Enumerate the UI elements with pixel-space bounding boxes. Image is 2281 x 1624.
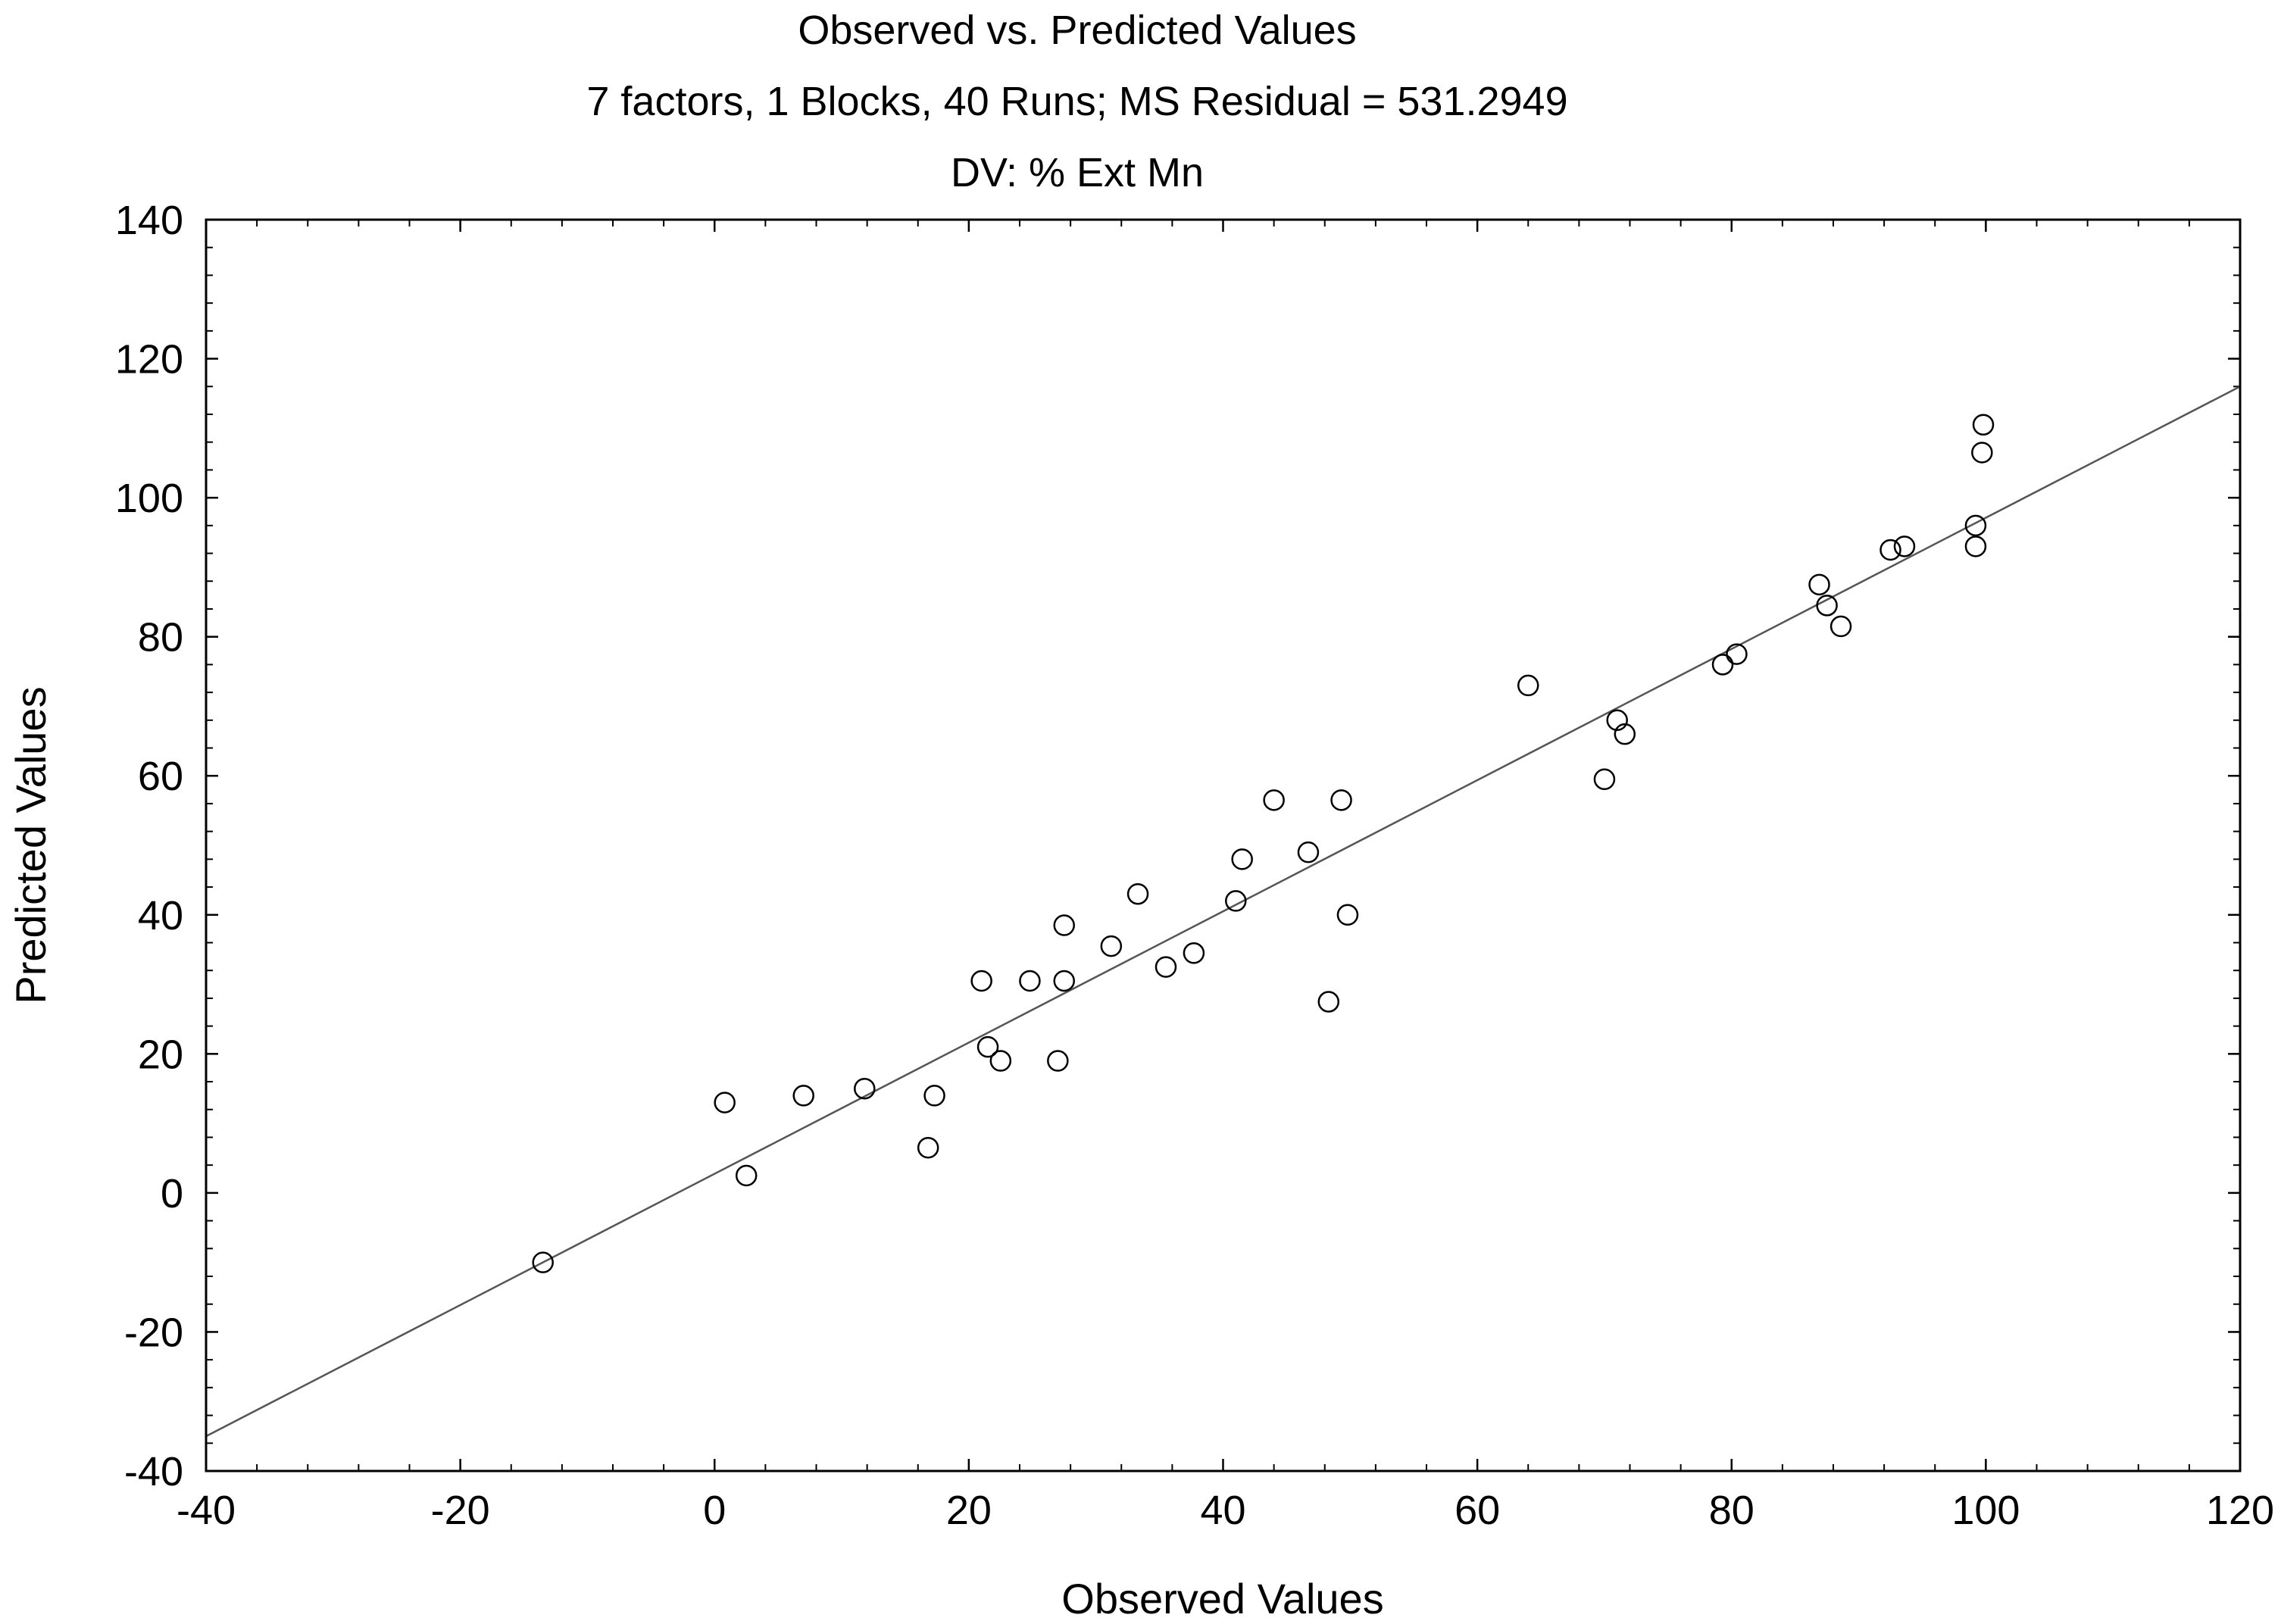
data-point	[1829, 615, 1852, 638]
data-point	[1155, 956, 1177, 978]
data-point	[532, 1251, 554, 1273]
x-tick-label: 100	[1951, 1488, 2020, 1533]
data-point	[1879, 539, 1901, 561]
y-tick-label: -40	[124, 1449, 183, 1494]
data-point	[1816, 595, 1838, 617]
data-point	[714, 1092, 736, 1113]
data-point	[1225, 890, 1247, 912]
data-point	[1263, 789, 1285, 811]
data-point	[1330, 789, 1352, 811]
x-tick-label: -20	[431, 1488, 490, 1533]
y-tick-label: 140	[115, 198, 183, 243]
data-point	[923, 1085, 945, 1107]
y-tick-label: 40	[138, 893, 183, 938]
x-tick-label: 0	[703, 1488, 726, 1533]
data-point	[1726, 643, 1748, 665]
y-tick-label: 120	[115, 337, 183, 383]
x-tick-label: 120	[2206, 1488, 2274, 1533]
data-point	[1808, 573, 1830, 596]
data-point	[1336, 904, 1359, 926]
data-point	[1964, 514, 1987, 537]
y-tick-label: 20	[138, 1032, 183, 1077]
minor-ticks	[205, 219, 2241, 1472]
regression-line	[205, 386, 2241, 1438]
y-axis-title: Predicted Values	[7, 686, 55, 1004]
y-tick-labels: -40 -20 0 20 40 60 80 100 120 140	[115, 198, 183, 1494]
data-point	[970, 970, 992, 992]
data-point	[1614, 723, 1636, 745]
data-point	[735, 1164, 758, 1187]
major-ticks	[205, 218, 2242, 1473]
data-point	[1971, 442, 1993, 464]
chart-subtitle-dv: DV: % Ext Mn	[951, 150, 1204, 195]
data-point	[1100, 935, 1123, 957]
data-point	[1047, 1050, 1069, 1072]
chart-title: Observed vs. Predicted Values	[798, 8, 1356, 53]
data-point	[1711, 654, 1734, 676]
data-point	[989, 1050, 1012, 1072]
data-point	[854, 1077, 876, 1100]
data-point	[1183, 942, 1205, 964]
data-point	[1297, 841, 1320, 864]
x-tick-labels: -40 -20 0 20 40 60 80 100 120	[177, 1488, 2274, 1533]
data-point	[1317, 991, 1340, 1013]
x-tick-label: 60	[1455, 1488, 1500, 1533]
y-tick-label: 100	[115, 476, 183, 521]
data-point	[976, 1035, 999, 1058]
data-point	[1053, 970, 1075, 992]
data-point	[1893, 536, 1916, 557]
plot-frame	[205, 218, 2242, 1473]
chart-subtitle: 7 factors, 1 Blocks, 40 Runs; MS Residua…	[586, 79, 1567, 124]
data-point	[1972, 414, 1995, 436]
y-tick-label: -20	[124, 1310, 183, 1355]
x-tick-label: -40	[177, 1488, 236, 1533]
y-tick-label: 60	[138, 754, 183, 799]
data-point	[1964, 536, 1987, 557]
x-tick-label: 40	[1200, 1488, 1245, 1533]
data-point	[1053, 914, 1075, 936]
x-tick-label: 20	[946, 1488, 992, 1533]
x-tick-label: 80	[1709, 1488, 1754, 1533]
data-point	[1593, 768, 1616, 791]
data-point	[1019, 970, 1041, 992]
data-point	[1517, 674, 1539, 697]
data-point	[1231, 848, 1253, 870]
y-tick-label: 0	[161, 1171, 183, 1216]
data-point	[792, 1085, 814, 1107]
data-points	[532, 414, 1995, 1273]
data-point	[1126, 882, 1149, 905]
x-axis-title: Observed Values	[1061, 1575, 1383, 1622]
data-point	[1606, 709, 1628, 732]
data-point	[917, 1136, 939, 1159]
y-tick-label: 80	[138, 615, 183, 661]
